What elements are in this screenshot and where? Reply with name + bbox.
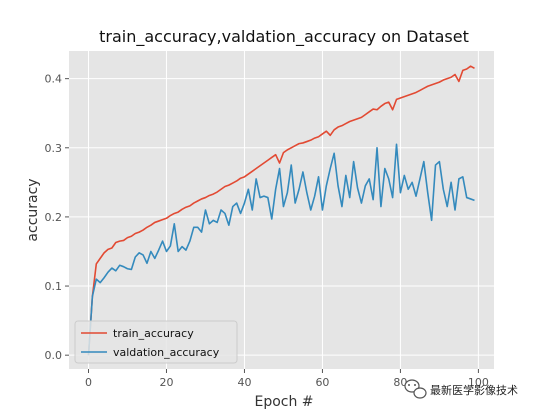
x-tick-label: 60 bbox=[315, 376, 329, 389]
x-tick-label: 40 bbox=[237, 376, 251, 389]
chart-title: train_accuracy,valdation_accuracy on Dat… bbox=[99, 27, 469, 47]
x-tick-label: 20 bbox=[159, 376, 173, 389]
y-tick-label: 0.4 bbox=[45, 73, 63, 86]
legend-label-valdation-accuracy: valdation_accuracy bbox=[113, 346, 220, 359]
y-tick-label: 0.3 bbox=[45, 142, 63, 155]
plot-area bbox=[69, 51, 494, 369]
series-layer bbox=[87, 65, 475, 356]
y-axis-label: accuracy bbox=[25, 178, 41, 241]
watermark: 最新医学影像技术 bbox=[404, 379, 518, 399]
series-line-train-accuracy bbox=[87, 65, 475, 356]
series-line-valdation-accuracy bbox=[87, 143, 475, 356]
grid bbox=[69, 51, 494, 369]
x-tick-label: 100 bbox=[468, 376, 489, 389]
watermark-text: 最新医学影像技术 bbox=[430, 383, 518, 397]
y-tick-label: 0.2 bbox=[45, 211, 63, 224]
legend: train_accuracy valdation_accuracy bbox=[74, 320, 238, 364]
legend-box bbox=[74, 320, 238, 364]
ticks: 0 20 40 60 80 100 0.0 0.1 0.2 0.3 0.4 bbox=[45, 73, 489, 389]
x-axis-label: Epoch # bbox=[254, 394, 313, 410]
y-tick-label: 0.0 bbox=[45, 349, 63, 362]
x-tick-label: 0 bbox=[85, 376, 92, 389]
y-tick-label: 0.1 bbox=[45, 280, 63, 293]
legend-label-train-accuracy: train_accuracy bbox=[113, 327, 194, 340]
wechat-icon bbox=[404, 379, 427, 399]
x-tick-label: 80 bbox=[393, 376, 407, 389]
